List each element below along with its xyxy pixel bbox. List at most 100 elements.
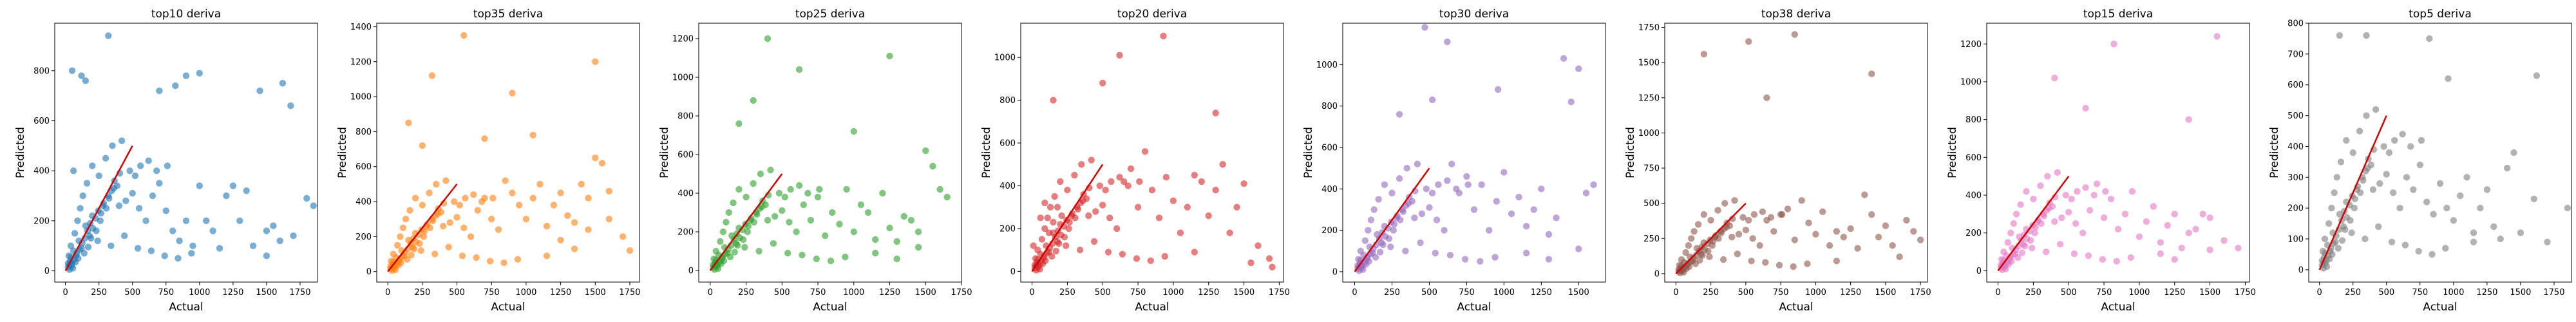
scatter-point — [410, 245, 418, 252]
scatter-point — [77, 205, 84, 212]
x-tick-label: 0 — [1352, 288, 1357, 298]
scatter-point — [88, 234, 95, 242]
scatter-point — [70, 167, 77, 175]
scatter-point — [1161, 252, 1168, 260]
scatter-point — [2010, 220, 2017, 227]
x-tick-label: 1250 — [879, 288, 900, 298]
scatter-point — [781, 193, 789, 201]
scatter-point — [516, 202, 523, 209]
scatter-point — [406, 207, 413, 214]
scatter-point — [1731, 197, 1738, 204]
y-tick-label: 1400 — [350, 23, 372, 32]
scatter-points — [1675, 31, 1924, 276]
scatter-point — [857, 201, 865, 209]
scatter-point — [1205, 212, 1212, 220]
scatter-point — [2150, 203, 2157, 210]
scatter-point — [142, 217, 149, 224]
x-tick-label: 250 — [738, 288, 754, 298]
scatter-point — [1428, 189, 1436, 196]
scatter-point — [592, 154, 599, 162]
scatter-point — [106, 194, 113, 202]
scatter-point — [1688, 235, 1695, 242]
scatter-point — [1522, 249, 1530, 257]
scatter-point — [473, 254, 480, 261]
scatter-point — [1763, 94, 1770, 101]
scatter-point — [1361, 237, 1368, 244]
scatter-point — [1861, 191, 1868, 198]
scatter-point — [550, 202, 558, 209]
scatter-point — [1682, 249, 1689, 256]
scatter-point — [598, 160, 606, 167]
scatter-point — [1745, 38, 1752, 45]
scatter-point — [814, 193, 822, 201]
scatter-point — [762, 201, 769, 209]
y-tick-label: 0 — [1332, 267, 1338, 277]
scatter-point — [734, 242, 741, 249]
scatter-point — [126, 167, 133, 175]
scatter-point — [543, 222, 551, 230]
scatter-point — [1426, 204, 1433, 211]
scatter-point — [2206, 214, 2213, 222]
scatter-point — [209, 227, 216, 234]
y-tick-label: 1200 — [350, 57, 372, 67]
x-tick-label: 250 — [1703, 288, 1719, 298]
y-tick-label: 1500 — [1638, 59, 1660, 68]
reference-line — [1997, 175, 2070, 272]
scatter-point — [2429, 251, 2436, 258]
x-tick-label: 0 — [1673, 288, 1678, 298]
scatter-point — [1739, 214, 1747, 221]
scatter-point — [2334, 245, 2342, 252]
scatter-point — [1390, 220, 1398, 228]
scatter-point — [1423, 185, 1430, 193]
scatter-point — [1050, 218, 1057, 226]
scatter-point — [1092, 208, 1099, 215]
scatter-point — [1191, 249, 1198, 256]
scatter-point — [2054, 169, 2061, 176]
x-tick-label: 250 — [1059, 288, 1075, 298]
scatter-point — [2164, 222, 2171, 229]
scatter-point — [1721, 200, 1728, 207]
scatter-point — [1372, 254, 1379, 261]
x-tick-label: 1750 — [2235, 288, 2256, 298]
chart-panel: 0 250 500 750 1000 1250 1500 1750 0 200 400 600 800 1… — [980, 8, 1290, 314]
scatter-point — [467, 233, 475, 240]
scatter-point — [1170, 197, 1177, 204]
y-axis-label: Predicted — [1946, 127, 1959, 178]
scatter-point — [1370, 206, 1378, 213]
scatter-point — [1037, 214, 1044, 222]
scatter-point — [1191, 171, 1198, 179]
scatter-point — [2356, 189, 2364, 196]
scatter-point — [2086, 207, 2094, 214]
scatter-point — [2110, 41, 2117, 48]
scatter-point — [2369, 186, 2377, 193]
scatter-point — [1381, 181, 1388, 188]
scatter-point — [1917, 236, 1924, 243]
scatter-point — [1538, 185, 1545, 193]
scatter-point — [1463, 173, 1470, 180]
scatter-point — [2185, 116, 2192, 123]
scatter-point — [822, 232, 829, 240]
scatter-point — [2199, 211, 2206, 218]
scatter-point — [102, 155, 109, 162]
scatter-point — [893, 255, 900, 263]
scatter-point — [1735, 231, 1743, 238]
scatter-point — [522, 216, 530, 223]
scatter-point — [1530, 206, 1537, 213]
x-tick-label: 1000 — [2443, 288, 2464, 298]
scatter-point — [426, 224, 433, 231]
scatter-point — [929, 162, 936, 170]
scatter-point — [1064, 186, 1071, 194]
scatter-point — [405, 119, 412, 126]
scatter-point — [489, 194, 497, 202]
y-tick-label: 800 — [1965, 115, 1982, 125]
scatter-point — [2004, 239, 2012, 246]
scatter-point — [2342, 226, 2349, 233]
scatter-point — [1396, 111, 1403, 118]
y-tick-label: 0 — [1976, 267, 1982, 276]
scatter-point — [456, 202, 463, 209]
scatter-point — [800, 201, 808, 209]
scatter-point — [2380, 143, 2387, 150]
x-axis-label: Actual — [1457, 301, 1491, 314]
scatter-point — [1444, 38, 1451, 46]
scatter-point — [900, 213, 908, 220]
